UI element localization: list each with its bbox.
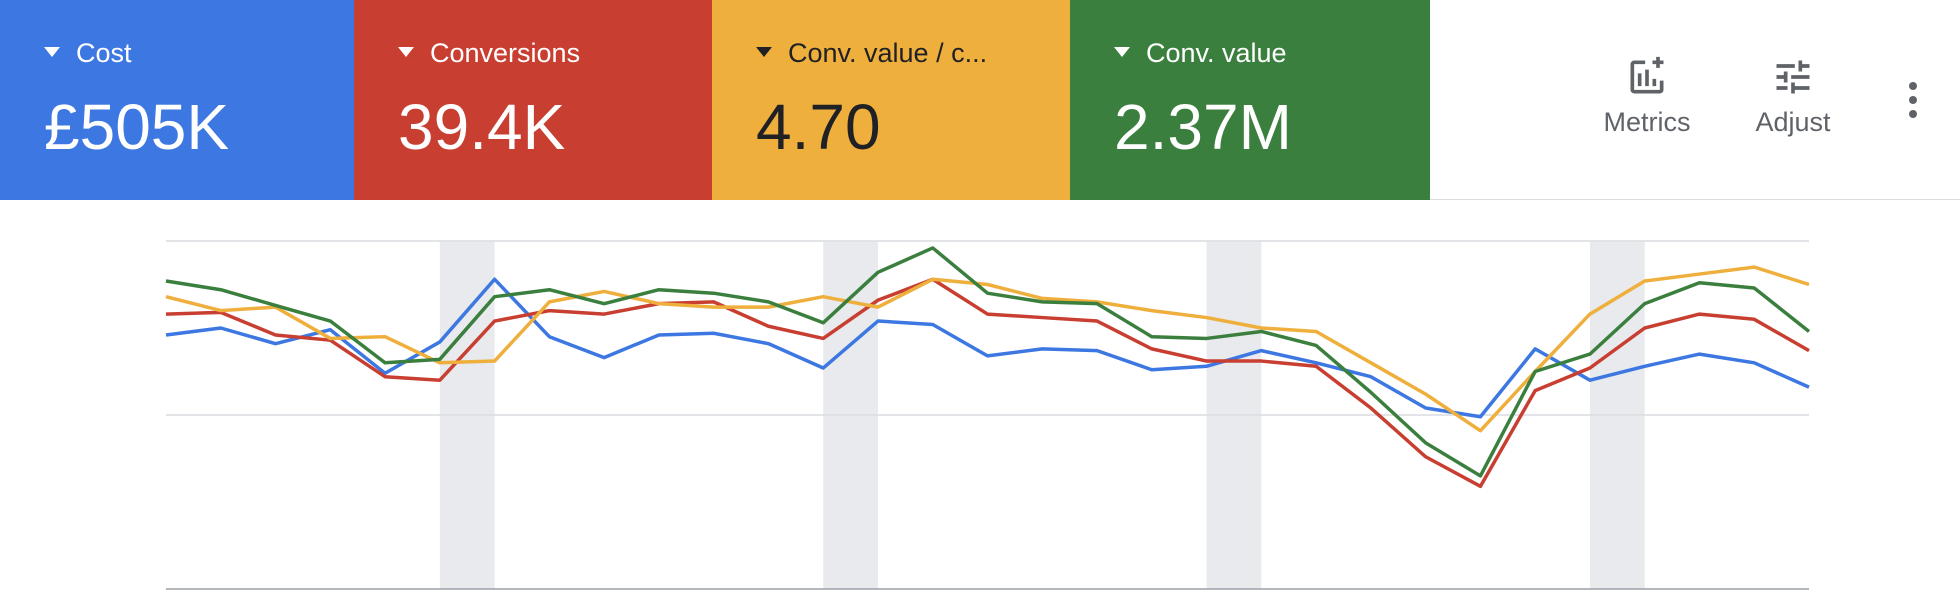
metric-value: 4.70 [756, 91, 881, 163]
performance-chart [165, 240, 1811, 590]
metric-value: 2.37M [1114, 91, 1292, 163]
dropdown-arrow [1114, 46, 1130, 57]
dropdown-arrow [756, 46, 772, 57]
series-line [165, 277, 1810, 489]
scorecard-header: Cost £505K Conversions 39.4K Conv. value… [0, 0, 1960, 200]
metrics-icon [1630, 56, 1664, 94]
metric-value: 39.4K [398, 91, 566, 163]
metric-card[interactable]: Cost £505K [0, 0, 354, 200]
metric-name: Conv. value / c... [788, 38, 988, 68]
metric-card[interactable]: Conv. value 2.37M [1070, 0, 1430, 200]
metric-card[interactable]: Conv. value / c... 4.70 [712, 0, 1070, 200]
series-line [165, 277, 1810, 419]
metric-name: Cost [76, 38, 132, 68]
metric-name: Conv. value [1146, 38, 1287, 68]
series-line [165, 246, 1811, 478]
metric-label: Conv. value / c... [756, 38, 987, 69]
more-menu[interactable] [1899, 78, 1927, 122]
metric-card[interactable]: Conversions 39.4K [354, 0, 712, 200]
adjust-icon [1776, 60, 1810, 94]
metric-name: Conversions [430, 38, 581, 68]
metric-label: Conversions [398, 38, 580, 69]
metric-value: £505K [44, 91, 230, 163]
dropdown-arrow [44, 46, 60, 57]
adjust-label: Adjust [1755, 107, 1831, 137]
metric-label: Conv. value [1114, 38, 1287, 69]
metrics-button[interactable]: Metrics [1597, 55, 1697, 138]
adjust-button[interactable]: Adjust [1743, 55, 1843, 138]
metrics-label: Metrics [1603, 107, 1691, 137]
metric-label: Cost [44, 38, 132, 69]
dropdown-arrow [398, 46, 414, 57]
